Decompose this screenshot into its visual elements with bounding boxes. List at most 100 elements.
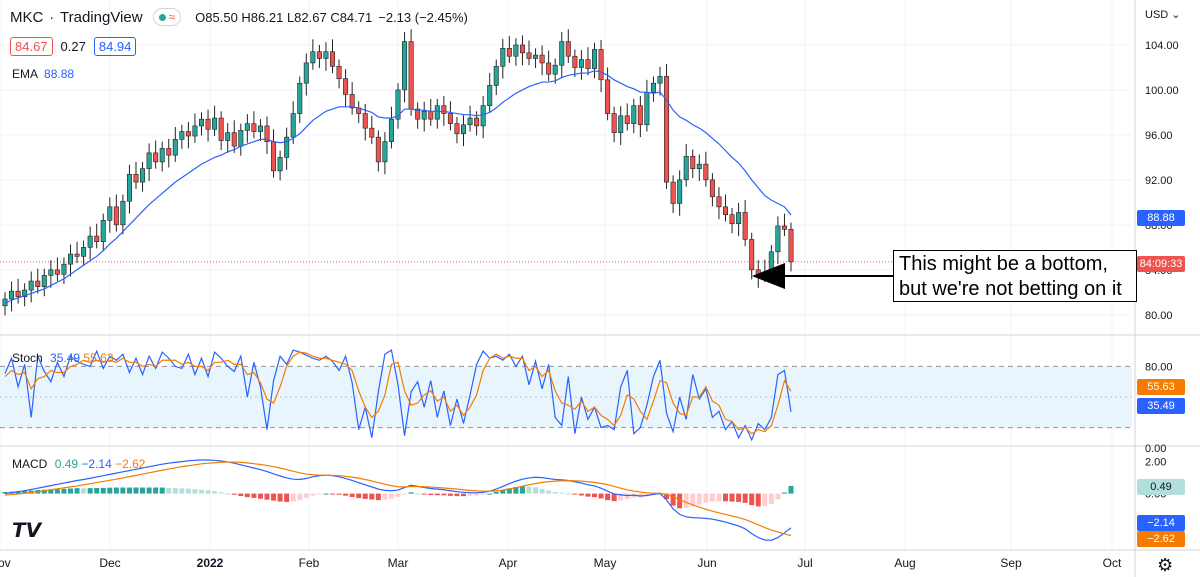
x-tick-label: 2022 [197,556,224,570]
macd-histogram-bar [22,491,28,494]
macd-signal-tag: −2.62 [1137,531,1185,547]
candle-body [474,117,480,127]
candle-body [591,49,597,69]
macd-histogram-bar [454,493,460,497]
macd-histogram-bar [218,492,224,494]
macd-histogram-bar [369,493,375,500]
candle-body [172,139,178,156]
candle-body [480,105,486,127]
tradingview-logo-icon[interactable]: 𝙏𝙑 [12,520,42,542]
symbol-label: MKC [10,8,44,26]
stoch-pane[interactable] [4,349,792,442]
y-tick-label: 92.00 [1145,175,1173,187]
separator: · [49,9,55,25]
candle-body [61,263,67,275]
stoch-d-value: 55.63 [83,351,114,365]
candle-body [107,206,113,221]
price-pane[interactable] [0,29,1132,316]
macd-histogram-bar [107,487,113,494]
macd-histogram-bar [244,493,250,498]
macd-histogram-bar [303,493,309,498]
candle-body [690,155,696,169]
macd-histogram-bar [703,493,709,503]
macd-histogram-bar [120,487,126,494]
macd-histogram-bar [231,493,237,495]
candle-body [81,247,87,257]
macd-histogram-bar [225,493,231,495]
candle-body [742,212,748,240]
macd-histogram-bar [696,493,702,505]
x-tick-label: Sep [1000,556,1022,570]
currency-selector[interactable]: USD ⌄ [1145,8,1181,21]
candle-body [696,163,702,169]
candle-body [526,52,532,59]
stoch-legend[interactable]: Stoch 35.49 55.63 [12,351,113,365]
macd-legend[interactable]: MACD 0.49 −2.14 −2.62 [12,457,145,471]
ema-value: 88.88 [44,67,75,81]
x-tick-label: Dec [99,556,120,570]
candle-body [15,290,21,298]
macd-histogram-bar [2,492,8,494]
candle-body [611,113,617,133]
macd-pane[interactable] [2,459,794,541]
macd-histogram-bar [749,493,755,506]
candle-body [199,118,205,127]
ema-label: EMA [12,67,39,81]
macd-label: MACD [12,457,48,471]
candle-body [382,141,388,163]
candle-body [22,289,28,298]
candle-body [388,118,394,142]
ema-line [4,70,792,305]
macd-histogram-bar [284,493,290,502]
y-tick-label: 104.00 [1145,40,1179,52]
spread-value: 0.27 [60,39,86,54]
macd-histogram-bar [81,488,87,494]
market-status-pill[interactable]: ≈ [152,8,182,26]
sell-price-button[interactable]: 84.67 [10,37,53,56]
candle-body [395,89,401,120]
macd-histogram-bar [611,493,617,502]
x-tick-label: Jun [697,556,716,570]
change-value: −2.13 (−2.45%) [378,9,468,25]
chevron-down-icon: ⌄ [1171,9,1181,21]
candle-body [565,41,571,57]
macd-histogram-bar [506,488,512,494]
candle-body [303,62,309,84]
x-tick-label: Jul [797,556,812,570]
candle-body [578,59,584,68]
macd-histogram-bar [100,487,106,494]
macd-histogram-bar [670,493,676,506]
last-price-tag: 84:09:33 [1137,256,1185,272]
candle-body [434,105,440,120]
x-tick-label: Mar [388,556,409,570]
candle-body [68,253,74,265]
macd-histogram-bar [205,490,211,494]
macd-histogram-bar [526,486,532,494]
ema-price-tag: 88.88 [1137,210,1185,226]
candle-body [323,51,329,59]
buy-price-button[interactable]: 84.94 [93,37,137,56]
macd-histogram-bar [546,490,552,494]
gear-icon[interactable]: ⚙ [1157,555,1174,575]
ema-legend[interactable]: EMA 88.88 [12,67,74,81]
candle-body [670,181,676,204]
macd-histogram-bar [709,493,715,502]
candle-body [185,131,191,137]
y-tick-label: 80.00 [1145,310,1173,322]
macd-histogram-bar [742,493,748,503]
candle-body [48,269,54,276]
macd-histogram-bar [762,493,768,507]
macd-histogram-bar [343,493,349,496]
macd-histogram-bar [61,488,67,494]
candle-body [487,85,493,106]
macd-histogram-bar [54,489,60,494]
source-label: TradingView [60,8,143,26]
macd-hist-tag: 0.49 [1137,479,1185,495]
macd-histogram-bar [146,487,152,494]
macd-histogram-bar [212,491,218,494]
candle-body [28,280,34,291]
annotation-arrow [752,263,893,289]
macd-histogram-bar [402,493,408,495]
macd-histogram-bar [677,493,683,509]
wave-icon: ≈ [168,10,176,24]
